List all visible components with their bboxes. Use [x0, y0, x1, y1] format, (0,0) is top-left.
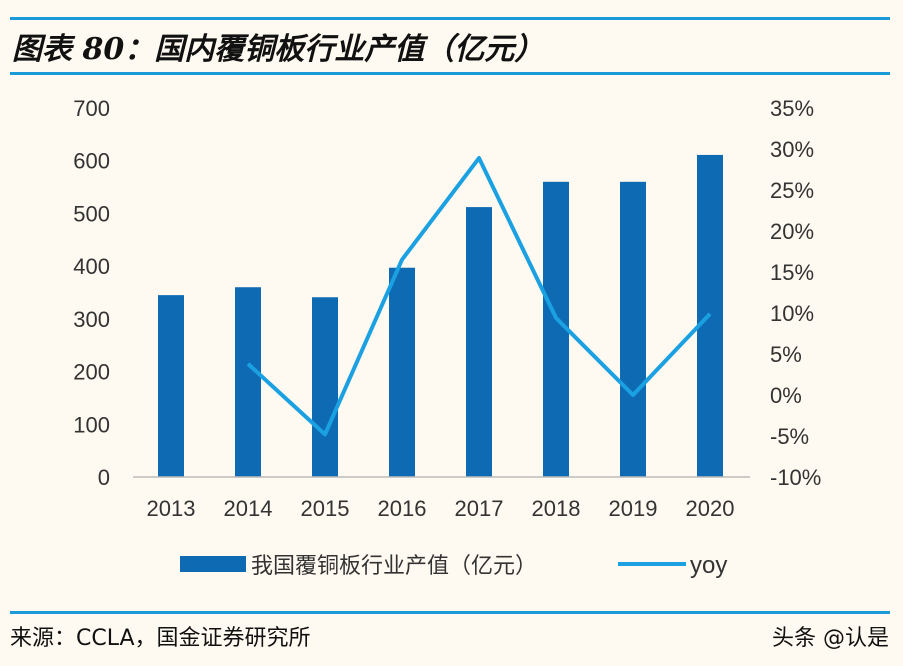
- category-label: 2014: [224, 496, 273, 521]
- bar: [235, 287, 261, 477]
- bar: [466, 207, 492, 478]
- bar: [312, 297, 338, 477]
- category-label: 2019: [609, 496, 658, 521]
- left-tick-label: 700: [73, 96, 110, 121]
- left-tick-label: 600: [73, 149, 110, 174]
- right-tick-label: 5%: [770, 342, 802, 367]
- title-rule: [10, 72, 890, 75]
- right-tick-label: -5%: [770, 424, 809, 449]
- right-tick-label: 30%: [770, 137, 814, 162]
- figure-title: 图表 80：国内覆铜板行业产值（亿元）: [12, 32, 545, 67]
- legend-bar-swatch: [180, 556, 246, 572]
- right-tick-label: -10%: [770, 465, 821, 490]
- top-rule: [10, 17, 890, 20]
- category-label: 2020: [686, 496, 735, 521]
- category-label: 2016: [378, 496, 427, 521]
- left-tick-label: 100: [73, 412, 110, 437]
- bar: [389, 267, 415, 477]
- category-label: 2017: [455, 496, 504, 521]
- category-label: 2013: [147, 496, 196, 521]
- left-tick-label: 500: [73, 201, 110, 226]
- right-tick-label: 0%: [770, 383, 802, 408]
- category-label: 2015: [301, 496, 350, 521]
- source-note: 来源：CCLA，国金证券研究所: [10, 626, 311, 651]
- bar: [158, 295, 184, 477]
- legend-bar-label: 我国覆铜板行业产值（亿元）: [251, 553, 537, 578]
- left-tick-label: 200: [73, 360, 110, 385]
- bar: [620, 181, 646, 478]
- right-tick-label: 15%: [770, 260, 814, 285]
- legend-line-label: yoy: [690, 552, 727, 579]
- right-tick-label: 10%: [770, 301, 814, 326]
- right-tick-label: 25%: [770, 178, 814, 203]
- right-tick-label: 35%: [770, 96, 814, 121]
- left-tick-label: 300: [73, 307, 110, 332]
- category-label: 2018: [532, 496, 581, 521]
- left-tick-label: 400: [73, 254, 110, 279]
- right-tick-label: 20%: [770, 219, 814, 244]
- left-tick-label: 0: [98, 465, 110, 490]
- watermark: 头条 @认是: [772, 626, 889, 651]
- footer-rule: [10, 611, 890, 614]
- chart: 0 100 200 300 400 500 600 700 -10% -5% 0% 5% 10% 15% 2…: [73, 96, 821, 579]
